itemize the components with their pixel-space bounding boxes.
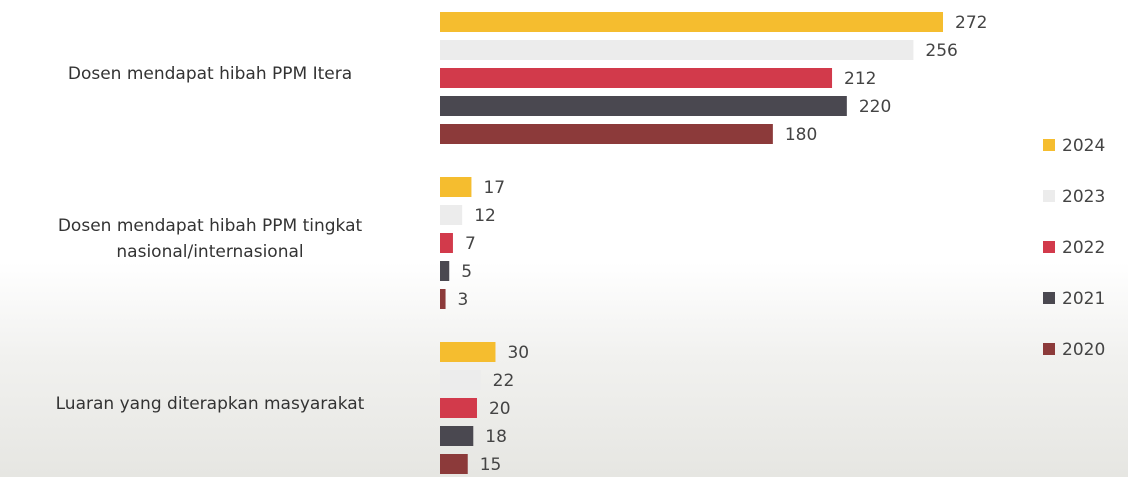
value-label: 17 xyxy=(483,178,505,198)
bar xyxy=(440,177,471,197)
bar xyxy=(440,398,477,418)
bar xyxy=(440,233,453,253)
value-label: 180 xyxy=(785,125,817,145)
value-label: 30 xyxy=(507,343,529,363)
value-label: 15 xyxy=(480,455,502,475)
value-label: 212 xyxy=(844,69,876,89)
bar xyxy=(440,289,446,309)
value-label: 272 xyxy=(955,13,987,33)
value-label: 18 xyxy=(485,427,507,447)
legend-swatch xyxy=(1043,292,1055,304)
category-label: Dosen mendapat hibah PPM Itera xyxy=(5,61,415,87)
bar xyxy=(440,342,495,362)
legend-label: 2021 xyxy=(1062,289,1105,309)
bar xyxy=(440,124,773,144)
category-label: Luaran yang diterapkan masyarakat xyxy=(5,391,415,417)
bar xyxy=(440,12,943,32)
bar xyxy=(440,205,462,225)
value-label: 7 xyxy=(465,234,476,254)
legend-label: 2024 xyxy=(1062,136,1105,156)
value-label: 256 xyxy=(925,41,957,61)
legend-swatch xyxy=(1043,139,1055,151)
legend-swatch xyxy=(1043,241,1055,253)
bar xyxy=(440,68,832,88)
value-label: 220 xyxy=(859,97,891,117)
legend-label: 2020 xyxy=(1062,340,1105,360)
bar xyxy=(440,40,913,60)
chart: 272 256 212 220 180 17 12 7 5 3 30 22 20 18 15 2024 2023… xyxy=(0,0,1128,477)
legend-label: 2022 xyxy=(1062,238,1105,258)
value-label: 22 xyxy=(493,371,515,391)
legend-swatch xyxy=(1043,190,1055,202)
legend-swatch xyxy=(1043,343,1055,355)
bar xyxy=(440,370,481,390)
category-label: Dosen mendapat hibah PPM tingkat nasiona… xyxy=(5,213,415,265)
value-label: 3 xyxy=(458,290,469,310)
value-label: 5 xyxy=(461,262,472,282)
bar xyxy=(440,454,468,474)
legend-label: 2023 xyxy=(1062,187,1105,207)
bar xyxy=(440,96,847,116)
value-label: 12 xyxy=(474,206,496,226)
value-label: 20 xyxy=(489,399,511,419)
bar xyxy=(440,426,473,446)
bar xyxy=(440,261,449,281)
